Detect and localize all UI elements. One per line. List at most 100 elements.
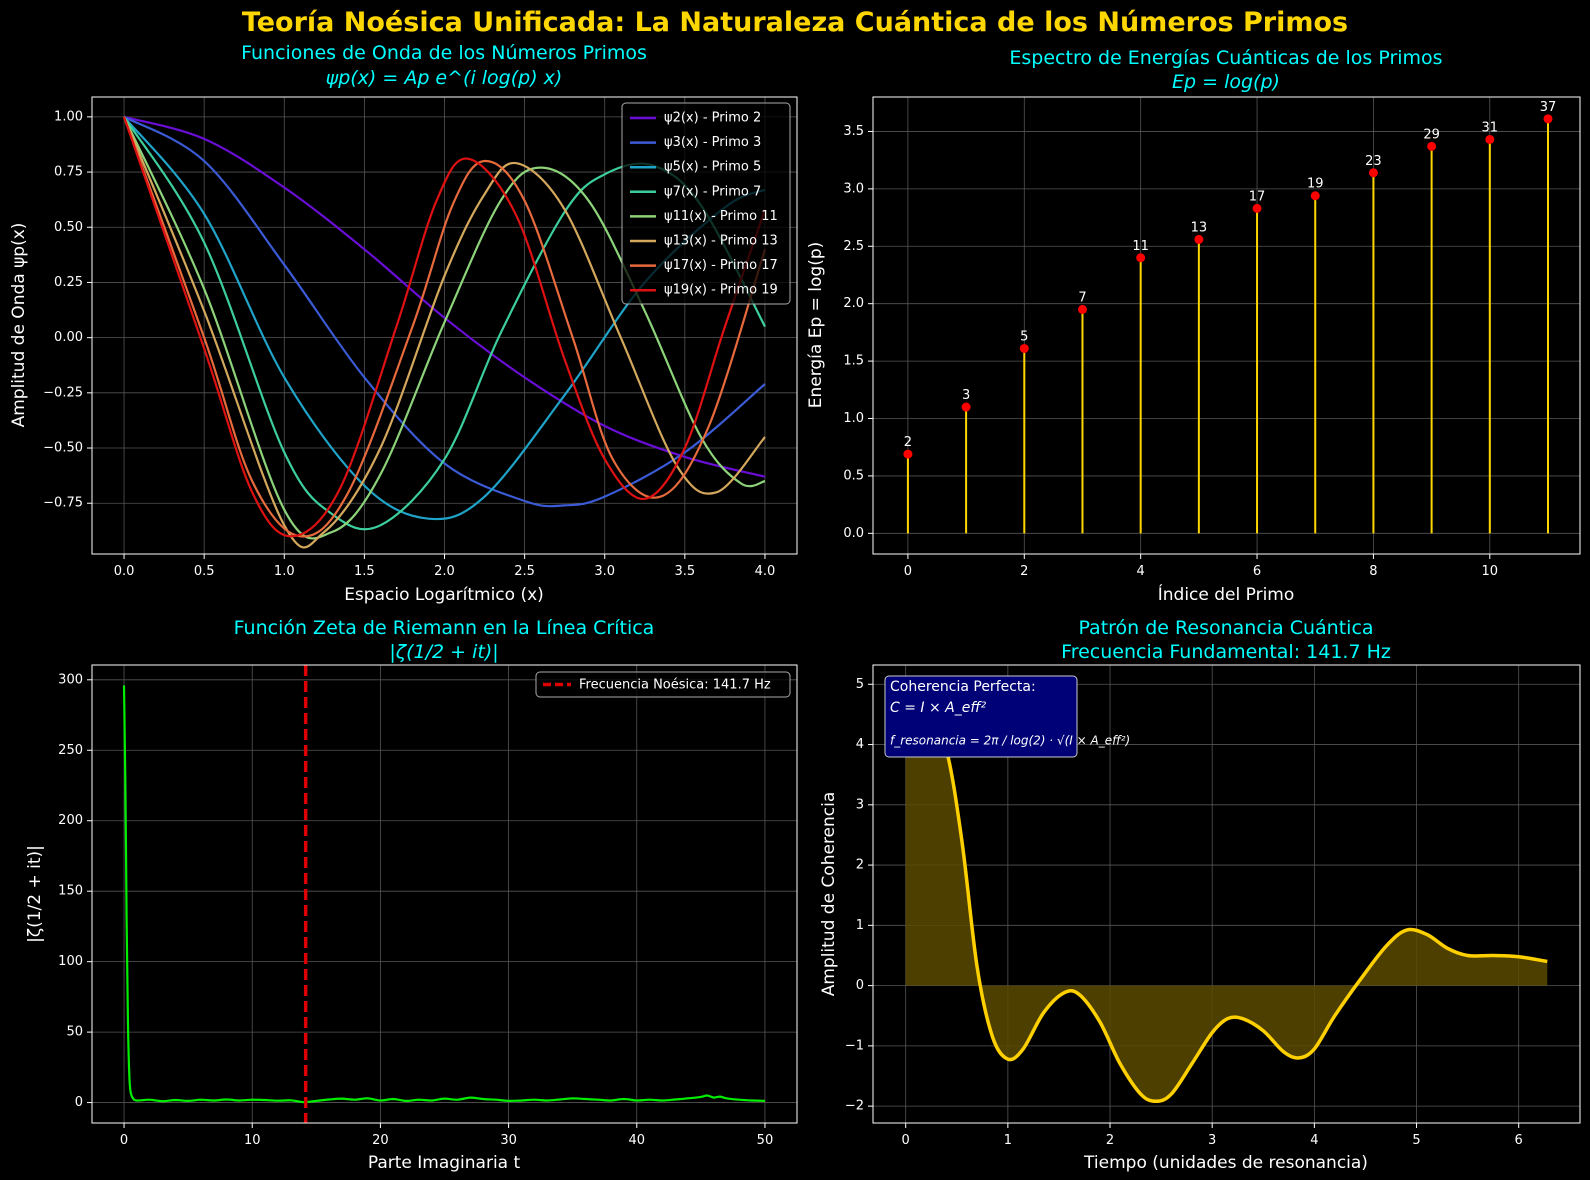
y-tick-label: 0 (856, 978, 864, 993)
y-tick-label: 0.5 (843, 468, 864, 483)
wavefunction-chart-formula: ψp(x) = Ap e^(i log(p) x) (326, 67, 563, 89)
energy-plot-frame (872, 96, 1581, 555)
y-tick-label: −0.50 (43, 441, 83, 456)
x-tick-label: 0 (120, 1133, 128, 1148)
y-tick-label: 50 (66, 1025, 83, 1040)
prime-label: 29 (1423, 127, 1440, 142)
energy-marker (903, 449, 913, 459)
x-tick-label: 0.0 (114, 564, 135, 579)
energy-marker (1310, 191, 1320, 201)
series-line-7 (122, 116, 767, 538)
series-line-0 (123, 115, 766, 478)
legend-box (621, 102, 791, 305)
prime-label: 31 (1482, 120, 1499, 135)
energy-ticks: 0 2 4 6 8 10 0.0 0.5 1.0 1.5 2.0 2.5 3.0 3.5 (843, 124, 1498, 579)
x-tick-label: 10 (244, 1133, 261, 1148)
resonance-chart-subtitle: Frecuencia Fundamental: 141.7 Hz (1061, 641, 1391, 663)
y-tick-label: 0 (75, 1095, 83, 1110)
zeta-plot-frame (91, 664, 798, 1124)
y-tick-label: 3 (856, 797, 864, 812)
x-tick-label: 1 (1004, 1133, 1012, 1148)
x-tick-label: 2 (1106, 1133, 1114, 1148)
series-line-0 (122, 685, 766, 1104)
y-tick-label: 1 (856, 918, 864, 933)
y-tick-label: 5 (856, 677, 864, 692)
legend-label: ψ11(x) - Primo 11 (664, 209, 778, 224)
x-tick-label: 0 (904, 564, 912, 579)
energy-marker (1077, 304, 1087, 314)
y-tick-label: 0.75 (54, 165, 83, 180)
legend-label: ψ7(x) - Primo 7 (664, 184, 761, 199)
legend-label: ψ17(x) - Primo 17 (664, 258, 778, 273)
zeta-series (122, 665, 766, 1123)
x-tick-label: 1.5 (354, 564, 375, 579)
zeta-ticks: 0 10 20 30 40 50 0 50 100 150 200 250 300 (58, 672, 773, 1148)
series-line-1 (123, 115, 766, 508)
wavefunction-y-axis-label: Amplitud de Onda ψp(x) (9, 223, 29, 428)
prime-label: 37 (1540, 100, 1557, 115)
prime-label: 2 (904, 435, 912, 450)
figure-title: Teoría Noésica Unificada: La Naturaleza … (242, 7, 1348, 38)
y-tick-label: 300 (58, 672, 83, 687)
energy-marker (1194, 234, 1204, 244)
x-tick-label: 0 (902, 1133, 910, 1148)
x-tick-label: 30 (500, 1133, 517, 1148)
y-tick-label: −0.25 (43, 385, 83, 400)
resonance-y-axis-label: Amplitud de Coherencia (819, 792, 839, 997)
x-tick-label: 1.0 (274, 564, 295, 579)
x-tick-label: 20 (372, 1133, 389, 1148)
y-tick-label: −1 (845, 1038, 864, 1053)
info-line-1: Coherencia Perfecta: (890, 679, 1036, 695)
x-tick-label: 6 (1515, 1133, 1523, 1148)
y-tick-label: 1.00 (54, 109, 83, 124)
wavefunction-chart: Funciones de Onda de los Números Primos … (9, 42, 798, 605)
y-tick-label: 1.0 (843, 411, 864, 426)
prime-label: 3 (962, 388, 970, 403)
energy-marker (1485, 134, 1495, 144)
legend-label: Frecuencia Noésica: 141.7 Hz (579, 678, 771, 693)
prime-label: 17 (1249, 189, 1266, 204)
resonance-series (905, 691, 1548, 1104)
x-tick-label: 2 (1020, 564, 1028, 579)
y-tick-label: 0.0 (843, 526, 864, 541)
series-line-4 (123, 116, 766, 540)
x-tick-label: 2.5 (514, 564, 535, 579)
legend-label: ψ19(x) - Primo 19 (664, 283, 778, 298)
energy-chart-title: Espectro de Energías Cuánticas de los Pr… (1009, 47, 1442, 69)
legend-label: ψ3(x) - Primo 3 (664, 135, 761, 150)
prime-label: 11 (1132, 239, 1149, 254)
prime-label: 19 (1307, 177, 1324, 192)
resonance-chart: Patrón de Resonancia Cuántica Frecuencia… (819, 617, 1581, 1173)
energy-marker (1136, 253, 1146, 263)
energy-marker (1019, 343, 1029, 353)
energy-marker (1252, 203, 1262, 213)
x-tick-label: 3 (1208, 1133, 1216, 1148)
series-line-6 (122, 116, 767, 538)
y-tick-label: −0.75 (43, 496, 83, 511)
zeta-x-axis-label: Parte Imaginaria t (368, 1153, 521, 1173)
wavefunction-legend: ψ2(x) - Primo 2 ψ3(x) - Primo 3 ψ5(x) - Pr… (621, 102, 791, 305)
energy-x-axis-label: Índice del Primo (1158, 583, 1295, 605)
y-tick-label: 0.00 (54, 330, 83, 345)
series-line-0 (905, 691, 1548, 1104)
energy-marker (1427, 141, 1437, 151)
zeta-chart: Función Zeta de Riemann en la Línea Crít… (25, 617, 798, 1173)
zeta-y-axis-label: |ζ(1/2 + it)| (25, 845, 45, 943)
y-tick-label: 3.0 (843, 181, 864, 196)
energy-chart: Espectro de Energías Cuánticas de los Pr… (806, 47, 1581, 605)
wavefunction-chart-title: Funciones de Onda de los Números Primos (241, 42, 647, 64)
y-tick-label: 2.0 (843, 296, 864, 311)
x-tick-label: 40 (628, 1133, 645, 1148)
prime-label: 5 (1020, 329, 1028, 344)
y-tick-label: 0.25 (54, 275, 83, 290)
resonance-ticks: 0 1 2 3 4 5 6 −2 −1 0 1 2 3 4 5 (845, 677, 1523, 1148)
y-tick-label: 100 (58, 954, 83, 969)
energy-chart-formula: Ep = log(p) (1172, 71, 1280, 93)
x-tick-label: 3.0 (594, 564, 615, 579)
zeta-legend: Frecuencia Noésica: 141.7 Hz (535, 671, 791, 698)
zeta-chart-formula: |ζ(1/2 + it)| (389, 641, 498, 663)
x-tick-label: 6 (1253, 564, 1261, 579)
y-tick-label: 4 (856, 737, 864, 752)
